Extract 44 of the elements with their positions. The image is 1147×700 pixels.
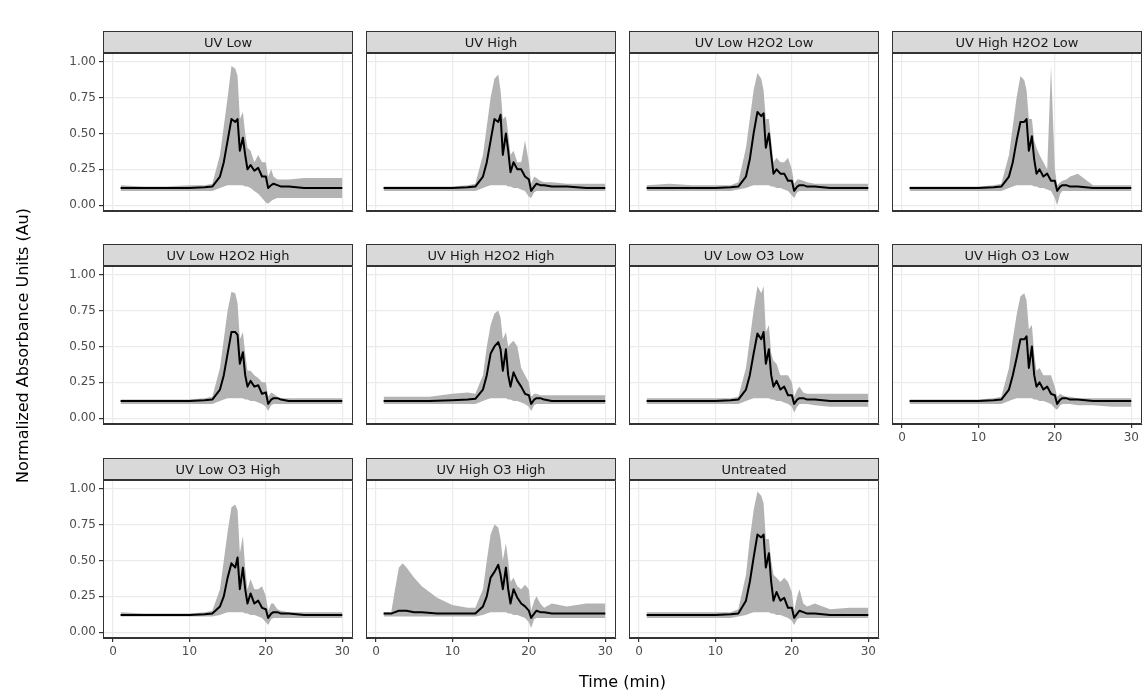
x-tick-label: 10 <box>181 644 198 659</box>
x-tick-label: 10 <box>707 644 724 659</box>
y-tick-label: 0.50 <box>69 125 96 140</box>
y-tick-label: 0.75 <box>69 516 96 531</box>
chart-title: UV Low H2O2 Low <box>629 31 879 53</box>
chart-title: UV High <box>366 31 616 53</box>
chart-title: UV High O3 Low <box>892 244 1142 266</box>
chart-title: UV Low O3 Low <box>629 244 879 266</box>
x-tick-label: 30 <box>860 644 876 659</box>
x-axis-title: Time (min) <box>579 672 666 691</box>
chart-title: UV High O3 High <box>366 458 616 480</box>
x-tick-label: 20 <box>521 644 537 659</box>
y-tick-label: 0.25 <box>69 588 96 603</box>
x-tick-label: 30 <box>597 644 613 659</box>
x-tick-label: 0 <box>372 644 380 659</box>
y-tick-label: 0.50 <box>69 338 96 353</box>
y-tick-label: 1.00 <box>69 480 96 495</box>
y-tick-label: 0.50 <box>69 552 96 567</box>
x-tick-label: 20 <box>258 644 274 659</box>
y-tick-label: 0.75 <box>69 89 96 104</box>
y-tick-label: 0.25 <box>69 374 96 389</box>
chart-title: UV Low O3 High <box>103 458 353 480</box>
x-tick-label: 0 <box>109 644 117 659</box>
chart-title: UV Low H2O2 High <box>103 244 353 266</box>
x-tick-label: 10 <box>970 430 987 445</box>
y-tick-label: 0.00 <box>69 410 96 425</box>
y-axis-title: Normalized Absorbance Units (Au) <box>12 207 32 484</box>
y-tick-label: 0.00 <box>69 197 96 212</box>
x-tick-label: 10 <box>444 644 461 659</box>
y-tick-label: 1.00 <box>69 53 96 68</box>
y-tick-label: 0.75 <box>69 302 96 317</box>
chart-title: UV Low <box>103 31 353 53</box>
y-tick-label: 1.00 <box>69 266 96 281</box>
chart-title: UV High H2O2 Low <box>892 31 1142 53</box>
x-tick-label: 20 <box>1047 430 1063 445</box>
x-tick-label: 0 <box>898 430 906 445</box>
x-tick-label: 20 <box>784 644 800 659</box>
y-tick-label: 0.00 <box>69 624 96 639</box>
x-tick-label: 30 <box>334 644 350 659</box>
x-tick-label: 30 <box>1123 430 1139 445</box>
y-tick-label: 0.25 <box>69 161 96 176</box>
chart-title: UV High H2O2 High <box>366 244 616 266</box>
x-tick-label: 0 <box>635 644 643 659</box>
chart-title: Untreated <box>629 458 879 480</box>
